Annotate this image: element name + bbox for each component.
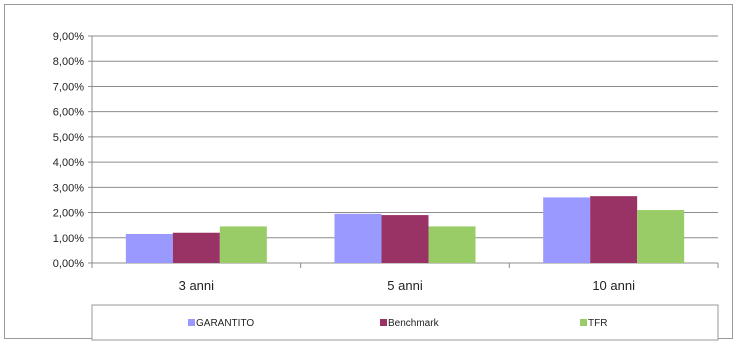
y-tick-label: 9,00% bbox=[53, 31, 84, 43]
legend-label-tfr: TFR bbox=[588, 318, 607, 329]
y-tick-label: 3,00% bbox=[53, 182, 84, 194]
y-tick-label: 6,00% bbox=[53, 107, 84, 119]
x-category-label: 3 anni bbox=[179, 278, 215, 293]
y-tick-label: 5,00% bbox=[53, 132, 84, 144]
legend-label-benchmark: Benchmark bbox=[388, 318, 440, 329]
y-tick-label: 4,00% bbox=[53, 157, 84, 169]
legend-label-garantito: GARANTITO bbox=[196, 318, 254, 329]
legend-swatch-garantito bbox=[188, 319, 195, 326]
bar-tfr-1 bbox=[219, 226, 267, 263]
bars bbox=[125, 196, 685, 263]
bar-garantito-3 bbox=[543, 197, 591, 263]
x-category-label: 10 anni bbox=[592, 278, 635, 293]
y-tick-labels: 0,00% 1,00% 2,00% 3,00% 4,00% 5,00% 6,00% 7,00%… bbox=[53, 31, 84, 270]
bar-benchmark-1 bbox=[172, 232, 220, 263]
legend-swatch-tfr bbox=[580, 319, 587, 326]
category-labels: 3 anni 5 anni 10 anni bbox=[179, 278, 635, 293]
x-category-label: 5 anni bbox=[387, 278, 423, 293]
legend-swatch-benchmark bbox=[380, 319, 387, 326]
chart-frame bbox=[4, 4, 733, 339]
bar-tfr-2 bbox=[428, 226, 476, 263]
y-tick-label: 2,00% bbox=[53, 208, 84, 220]
y-tick-label: 0,00% bbox=[53, 258, 84, 270]
y-tick-label: 8,00% bbox=[53, 56, 84, 68]
legend-box bbox=[91, 304, 719, 341]
bar-garantito-1 bbox=[125, 233, 173, 263]
bar-tfr-3 bbox=[637, 210, 685, 263]
bar-benchmark-3 bbox=[590, 196, 638, 263]
y-tick-label: 1,00% bbox=[53, 233, 84, 245]
bar-benchmark-2 bbox=[381, 215, 429, 263]
legend: GARANTITO Benchmark TFR bbox=[91, 304, 719, 341]
bar-garantito-2 bbox=[334, 213, 382, 263]
y-tick-label: 7,00% bbox=[53, 81, 84, 93]
